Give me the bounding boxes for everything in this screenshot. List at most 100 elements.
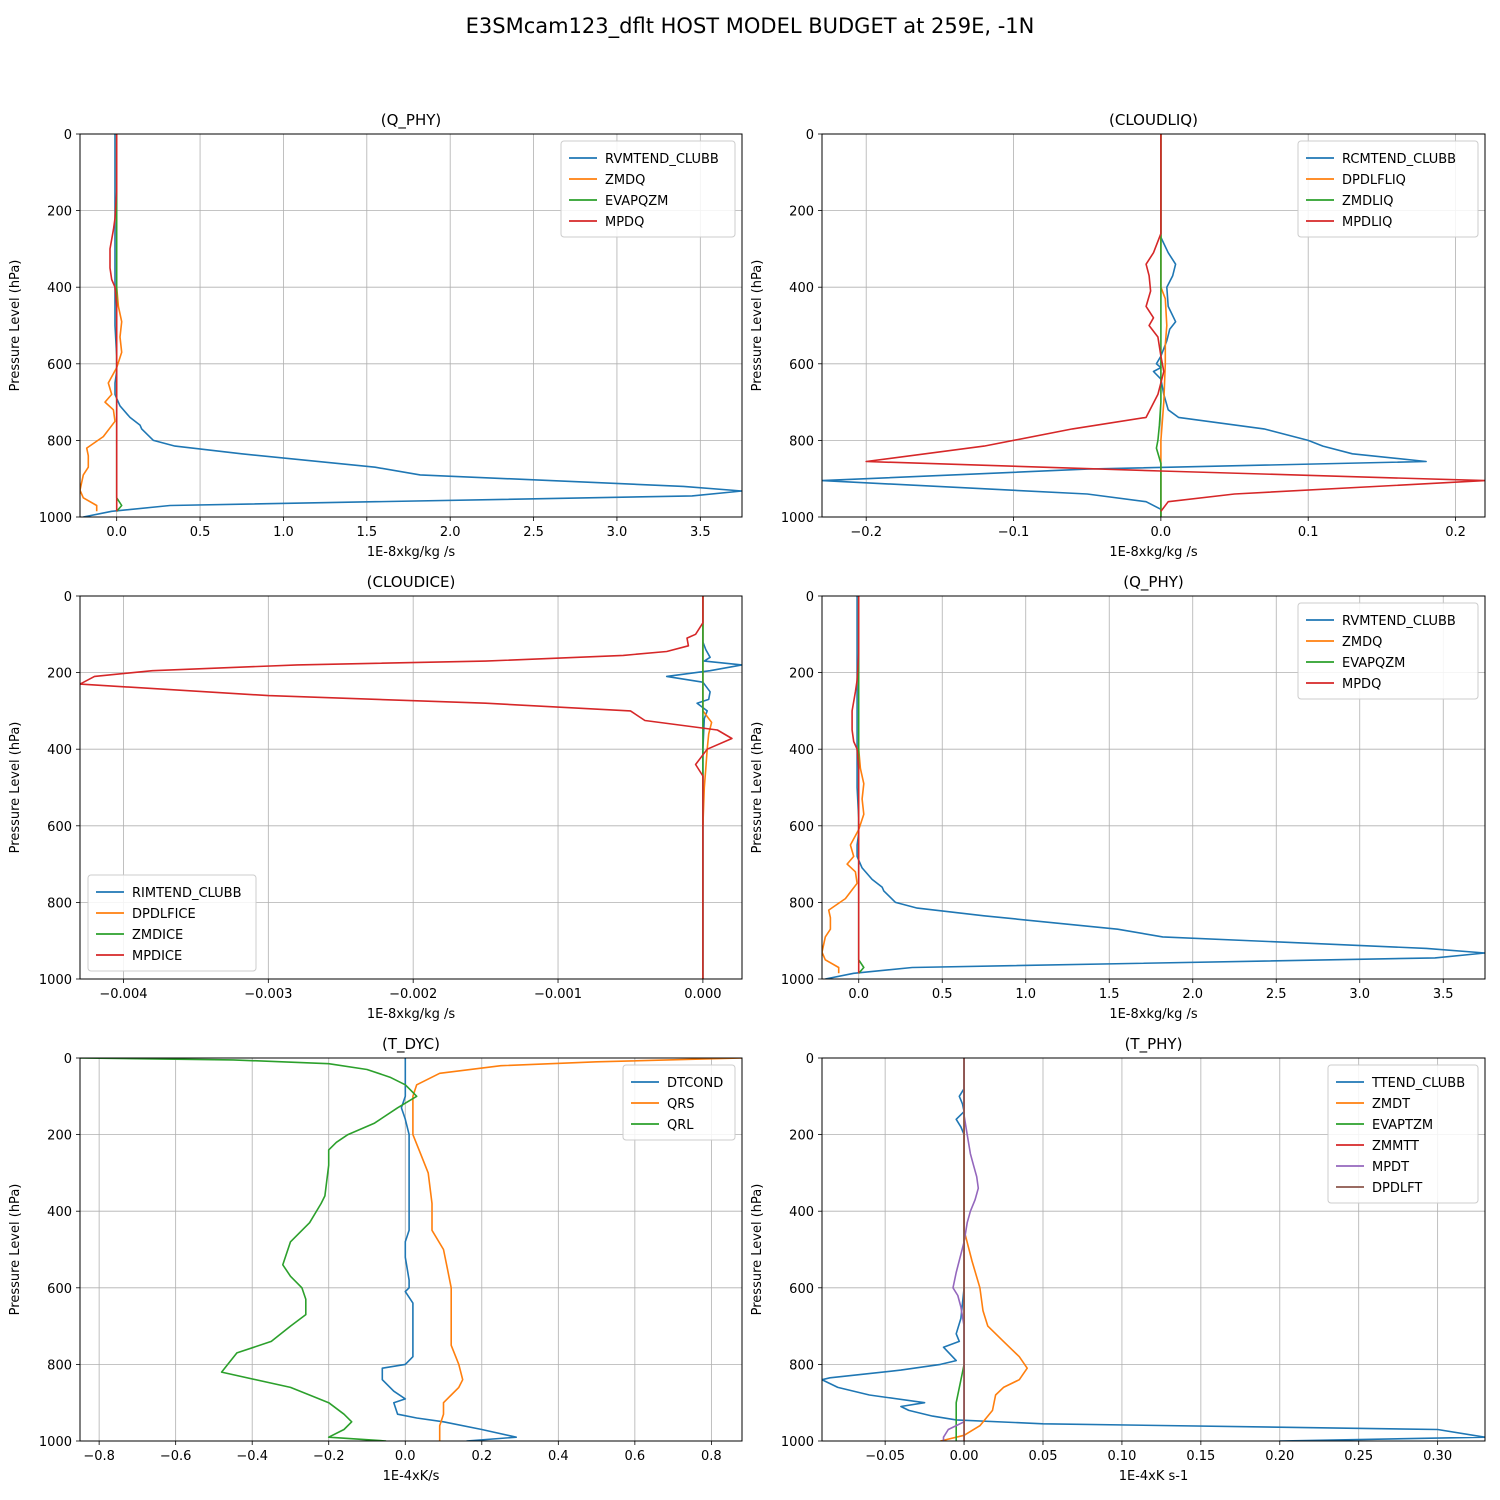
y-tick-label: 200 [47, 205, 72, 220]
y-tick-label: 600 [47, 820, 72, 835]
x-tick-label: 0.00 [950, 1449, 979, 1464]
series-line-dpdlfice [702, 596, 713, 826]
y-axis-label: Pressure Level (hPa) [750, 1184, 765, 1316]
x-tick-label: −0.2 [313, 1449, 345, 1464]
series-line-mpdice [80, 596, 733, 979]
legend-entry: RIMTEND_CLUBB [132, 886, 242, 901]
axes-frame [79, 133, 743, 518]
x-tick-label: 0.1 [1298, 525, 1319, 540]
x-tick-label: −0.6 [160, 1449, 192, 1464]
series-group [822, 134, 1485, 517]
panel-title: (CLOUDICE) [367, 573, 456, 591]
x-tick-label: 3.5 [1433, 987, 1454, 1002]
legend: TTEND_CLUBB ZMDT EVAPTZM ZMMTT MPDT DPDLFT [1327, 1064, 1479, 1204]
x-tick-label: 0.10 [1107, 1449, 1136, 1464]
x-axis-label: 1E-4xK s-1 [1119, 1469, 1189, 1484]
x-tick-label: 0.20 [1265, 1449, 1294, 1464]
series-line-zmdliq [1155, 134, 1162, 517]
y-tick-label: 800 [47, 1358, 72, 1373]
y-tick-label: 1000 [781, 1435, 814, 1450]
y-tick-label: 200 [47, 1129, 72, 1144]
legend-frame [87, 874, 257, 972]
legend-entry: QRS [667, 1097, 695, 1112]
y-tick-label: 1000 [781, 973, 814, 988]
legend-entry: ZMDLIQ [1342, 194, 1393, 209]
x-tick-label: 1.0 [273, 525, 294, 540]
legend-entry: DPDLFICE [132, 907, 196, 922]
y-tick-label: 0 [806, 1052, 814, 1067]
x-tick-label: −0.4 [236, 1449, 268, 1464]
y-tick-label: 0 [64, 1052, 72, 1067]
y-tick-label: 0 [806, 128, 814, 143]
legend-entry: ZMDICE [132, 928, 183, 943]
series-line-zmdq [822, 596, 865, 974]
x-tick-label: 0.25 [1344, 1449, 1373, 1464]
x-tick-label: 0.0 [848, 987, 869, 1002]
panel-5: −0.8 −0.6 −0.4 −0.2 0.0 0.2 0.4 0.6 0.8 0 200 400 60… [8, 1035, 743, 1484]
series-line-dtcond [381, 1058, 518, 1441]
y-tick-label: 800 [789, 434, 814, 449]
legend-entry: MPDQ [1342, 677, 1381, 692]
series-group [80, 134, 742, 517]
y-tick-label: 1000 [39, 511, 72, 526]
legend-frame [622, 1064, 736, 1141]
y-tick-label: 600 [789, 358, 814, 373]
legend-entry: EVAPQZM [1342, 656, 1405, 671]
x-tick-label: 2.0 [1182, 987, 1203, 1002]
legend-entry: DPDLFLIQ [1342, 173, 1406, 188]
y-axis-label: Pressure Level (hPa) [750, 260, 765, 392]
legend-entry: DPDLFT [1372, 1181, 1422, 1196]
x-tick-label: −0.1 [998, 525, 1030, 540]
x-tick-label: 3.5 [690, 525, 711, 540]
x-tick-label: −0.003 [244, 987, 292, 1002]
axes-frame [821, 1057, 1486, 1442]
legend-entry: MPDICE [132, 949, 182, 964]
x-tick-label: −0.8 [83, 1449, 115, 1464]
axes-frame [821, 133, 1486, 518]
x-axis-label: 1E-8xkg/kg /s [1109, 545, 1198, 560]
x-tick-label: 1.5 [1099, 987, 1120, 1002]
x-tick-label: 1.5 [356, 525, 377, 540]
legend-frame [1327, 1064, 1479, 1204]
y-tick-label: 600 [789, 820, 814, 835]
x-tick-label: 0.2 [1445, 525, 1466, 540]
x-tick-label: 3.0 [1349, 987, 1370, 1002]
x-tick-label: 0.0 [395, 1449, 416, 1464]
panel-2: −0.2 −0.1 0.0 0.1 0.2 0 200 400 600 800 1000 (CLOUD… [750, 111, 1486, 560]
y-tick-label: 0 [64, 128, 72, 143]
x-tick-label: 0.5 [932, 987, 953, 1002]
y-tick-label: 400 [789, 1205, 814, 1220]
legend-entry: ZMMTT [1372, 1139, 1419, 1154]
x-tick-label: 2.5 [1266, 987, 1287, 1002]
legend: DTCOND QRS QRL [622, 1064, 736, 1141]
y-axis-label: Pressure Level (hPa) [8, 722, 23, 854]
x-tick-label: 0.15 [1186, 1449, 1215, 1464]
series-group [822, 596, 1485, 979]
y-axis-label: Pressure Level (hPa) [750, 722, 765, 854]
x-tick-label: −0.2 [850, 525, 882, 540]
series-line-dpdlfliq [1160, 134, 1168, 517]
legend: RCMTEND_CLUBB DPDLFLIQ ZMDLIQ MPDLIQ [1297, 140, 1479, 238]
legend-entry: EVAPTZM [1372, 1118, 1433, 1133]
y-tick-label: 1000 [39, 1435, 72, 1450]
x-axis-label: 1E-8xkg/kg /s [367, 1007, 456, 1022]
y-tick-label: 400 [47, 743, 72, 758]
panel-title: (T_DYC) [382, 1035, 440, 1054]
panel-6: −0.05 0.00 0.05 0.10 0.15 0.20 0.25 0.30 0 200 400… [750, 1035, 1486, 1484]
panel-title: (T_PHY) [1125, 1035, 1183, 1054]
x-tick-label: 0.30 [1423, 1449, 1452, 1464]
y-tick-label: 400 [789, 743, 814, 758]
legend-entry: QRL [667, 1118, 694, 1133]
x-axis-label: 1E-8xkg/kg /s [367, 545, 456, 560]
legend-entry: ZMDT [1372, 1097, 1410, 1112]
y-tick-label: 400 [47, 281, 72, 296]
x-axis-label: 1E-4xK/s [383, 1469, 440, 1484]
x-tick-label: 0.000 [684, 987, 721, 1002]
legend-entry: RVMTEND_CLUBB [1342, 614, 1456, 629]
y-tick-label: 400 [789, 281, 814, 296]
y-tick-label: 200 [789, 205, 814, 220]
x-tick-label: 3.0 [607, 525, 628, 540]
legend-entry: RVMTEND_CLUBB [605, 152, 719, 167]
x-tick-label: 0.2 [471, 1449, 492, 1464]
y-tick-label: 400 [47, 1205, 72, 1220]
